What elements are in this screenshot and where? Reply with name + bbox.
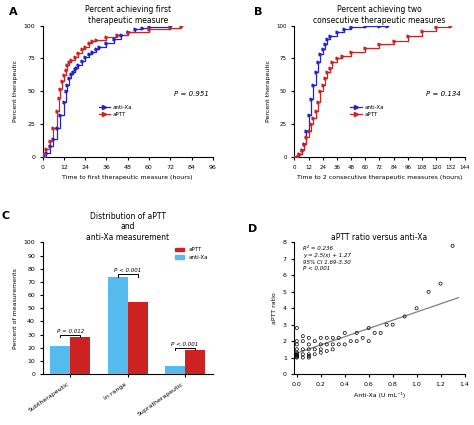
- Point: [353, 329, 361, 336]
- Point: [317, 349, 325, 356]
- Point: [437, 280, 444, 287]
- Text: B: B: [254, 7, 262, 17]
- Bar: [108, 277, 128, 374]
- Point: [365, 325, 373, 332]
- Point: [311, 351, 319, 358]
- Point: [317, 341, 325, 348]
- Y-axis label: Percent therapeutic: Percent therapeutic: [266, 60, 271, 122]
- Point: [293, 338, 301, 345]
- Point: [449, 242, 456, 249]
- Point: [329, 341, 337, 348]
- Y-axis label: Percent therapeutic: Percent therapeutic: [13, 60, 18, 122]
- Bar: [165, 366, 185, 374]
- Title: aPTT ratio versus anti-Xa: aPTT ratio versus anti-Xa: [331, 233, 428, 242]
- Legend: aPTT, anti-Xa: aPTT, anti-Xa: [173, 245, 210, 263]
- Point: [329, 346, 337, 353]
- Point: [317, 346, 325, 353]
- Point: [299, 351, 307, 358]
- Bar: [128, 302, 148, 374]
- Point: [377, 329, 384, 336]
- Point: [293, 341, 301, 348]
- Point: [293, 353, 301, 360]
- Text: P = 0.012: P = 0.012: [57, 329, 84, 334]
- Title: Percent achieving two
consecutive therapeutic measures: Percent achieving two consecutive therap…: [313, 6, 446, 25]
- Point: [311, 346, 319, 353]
- Point: [305, 351, 312, 358]
- Legend: anti-Xa, aPTT: anti-Xa, aPTT: [348, 102, 386, 119]
- Point: [365, 338, 373, 345]
- Point: [305, 354, 312, 361]
- X-axis label: Time to 2 consecutive therapeutic measures (hours): Time to 2 consecutive therapeutic measur…: [297, 175, 462, 180]
- Point: [413, 305, 420, 312]
- Point: [317, 334, 325, 341]
- Point: [293, 325, 301, 332]
- Point: [305, 334, 312, 341]
- Point: [335, 334, 343, 341]
- Bar: [71, 337, 91, 374]
- Point: [341, 329, 348, 336]
- Point: [293, 351, 301, 358]
- Point: [329, 334, 337, 341]
- Point: [311, 338, 319, 345]
- Text: P = 0.951: P = 0.951: [174, 91, 210, 97]
- Point: [305, 346, 312, 353]
- Point: [359, 334, 366, 341]
- Bar: [185, 350, 205, 374]
- Legend: anti-Xa, aPTT: anti-Xa, aPTT: [97, 102, 135, 119]
- Text: P < 0.001: P < 0.001: [172, 342, 199, 347]
- Title: Distribution of aPTT
and
anti-Xa measurement: Distribution of aPTT and anti-Xa measure…: [86, 212, 169, 242]
- Y-axis label: aPTT ratio: aPTT ratio: [272, 292, 277, 324]
- Point: [299, 338, 307, 345]
- Text: R² = 0.236
y = 2.5(x) + 1.27
95% CI 1.69-3.30
P < 0.001: R² = 0.236 y = 2.5(x) + 1.27 95% CI 1.69…: [303, 246, 351, 271]
- Point: [323, 334, 330, 341]
- Point: [383, 321, 391, 328]
- Point: [293, 352, 301, 359]
- Point: [389, 321, 396, 328]
- Text: P = 0.134: P = 0.134: [426, 91, 461, 97]
- Y-axis label: Percent of measurements: Percent of measurements: [13, 268, 18, 348]
- Point: [299, 346, 307, 353]
- Point: [347, 338, 355, 345]
- X-axis label: Time to first therapeutic measure (hours): Time to first therapeutic measure (hours…: [63, 175, 193, 180]
- Point: [425, 289, 432, 295]
- Point: [341, 341, 348, 348]
- Point: [401, 313, 409, 320]
- Point: [371, 329, 378, 336]
- X-axis label: Anti-Xa (U mL⁻¹): Anti-Xa (U mL⁻¹): [354, 392, 405, 398]
- Text: P < 0.001: P < 0.001: [114, 269, 141, 273]
- Point: [293, 354, 301, 361]
- Bar: [50, 346, 71, 374]
- Point: [293, 352, 301, 359]
- Title: Percent achieving first
therapeutic measure: Percent achieving first therapeutic meas…: [85, 6, 171, 25]
- Point: [299, 333, 307, 340]
- Text: D: D: [248, 224, 258, 234]
- Point: [323, 348, 330, 354]
- Point: [299, 354, 307, 361]
- Point: [293, 349, 301, 356]
- Point: [305, 341, 312, 348]
- Point: [335, 341, 343, 348]
- Text: C: C: [2, 211, 10, 221]
- Point: [353, 338, 361, 345]
- Point: [323, 341, 330, 348]
- Text: A: A: [9, 7, 17, 17]
- Point: [293, 346, 301, 353]
- Point: [305, 352, 312, 359]
